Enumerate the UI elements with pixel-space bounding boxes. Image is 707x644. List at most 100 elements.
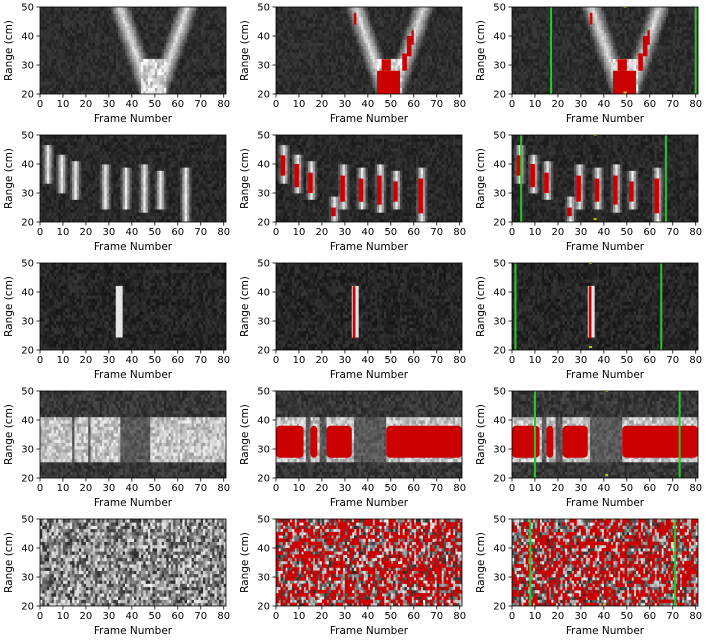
detection-mask [589,286,592,338]
y-tick-label: 20 [21,346,34,357]
x-tick-label: 50 [620,227,633,238]
detection-region [418,179,423,214]
x-tick-label: 30 [339,227,352,238]
x-tick-label: 0 [509,99,515,110]
x-tick-label: 30 [339,483,352,494]
detection-region [576,176,581,202]
x-tick-label: 50 [148,611,161,622]
y-tick-label: 50 [21,3,34,14]
y-tick-label: 20 [257,90,270,101]
x-tick-label: 30 [575,355,588,366]
x-tick-label: 40 [597,99,610,110]
x-tick-label: 70 [194,355,207,366]
x-tick-label: 10 [293,611,306,622]
x-tick-label: 40 [597,611,610,622]
y-axis-label: Range (cm) [239,148,251,209]
x-tick-label: 70 [430,483,443,494]
detection-region [308,173,313,193]
y-axis-label: Range (cm) [239,532,251,593]
x-tick-label: 80 [689,355,702,366]
x-tick-label: 0 [509,355,515,366]
x-tick-label: 20 [80,355,93,366]
x-tick-label: 20 [80,227,93,238]
y-tick-label: 30 [493,445,506,456]
x-tick-label: 50 [384,227,397,238]
x-axis-label: Frame Number [330,625,409,637]
x-tick-label: 10 [529,227,542,238]
x-tick-label: 10 [529,355,542,366]
y-axis-label: Range (cm) [239,404,251,465]
y-tick-label: 30 [493,61,506,72]
x-tick-label: 20 [80,99,93,110]
x-axis-label: Frame Number [566,369,645,381]
x-tick-label: 0 [37,483,43,494]
y-tick-label: 30 [257,189,270,200]
y-tick-label: 40 [493,544,506,555]
x-tick-label: 0 [37,227,43,238]
y-tick-label: 40 [257,160,270,171]
detection-region [384,74,395,83]
x-axis-label: Frame Number [566,241,645,253]
x-tick-label: 60 [643,355,656,366]
x-tick-label: 50 [620,99,633,110]
y-axis-label: Range (cm) [475,532,487,593]
y-tick-label: 50 [493,259,506,270]
x-tick-label: 60 [171,227,184,238]
detection-region [654,179,659,214]
x-tick-label: 0 [509,611,515,622]
y-tick-label: 20 [493,602,506,613]
x-tick-label: 40 [361,99,374,110]
y-tick-label: 20 [257,218,270,229]
y-tick-label: 50 [493,515,506,526]
y-tick-label: 20 [493,474,506,485]
y-axis-label: Range (cm) [475,20,487,81]
x-tick-label: 80 [217,99,230,110]
y-tick-label: 30 [493,317,506,328]
x-tick-label: 30 [103,483,116,494]
marker-point [594,218,597,220]
detection-region [643,36,648,56]
y-tick-label: 30 [21,445,34,456]
x-tick-label: 0 [509,483,515,494]
detection-region [620,74,631,83]
y-tick-label: 50 [493,3,506,14]
y-axis-label: Range (cm) [3,404,15,465]
detection-region [327,426,352,458]
detection-region [359,179,364,202]
x-tick-label: 50 [384,355,397,366]
y-tick-label: 30 [257,317,270,328]
y-axis-label: Range (cm) [239,276,251,337]
x-axis-label: Frame Number [330,497,409,509]
y-tick-label: 30 [21,61,34,72]
x-tick-label: 10 [293,483,306,494]
x-tick-label: 30 [339,99,352,110]
detection-region [613,176,618,205]
y-tick-label: 40 [257,544,270,555]
x-tick-label: 20 [552,483,565,494]
x-tick-label: 80 [453,483,466,494]
x-tick-label: 10 [293,227,306,238]
x-tick-label: 10 [57,611,70,622]
x-tick-label: 30 [103,227,116,238]
detection-region [310,426,317,458]
y-tick-label: 20 [257,346,270,357]
y-tick-label: 50 [257,515,270,526]
x-tick-label: 80 [217,355,230,366]
y-tick-label: 40 [21,32,34,43]
detection-region [382,59,391,71]
x-tick-label: 0 [273,227,279,238]
detection-region [353,286,356,338]
y-tick-label: 20 [21,90,34,101]
y-axis-label: Range (cm) [475,276,487,337]
detection-region [530,164,535,187]
x-tick-label: 50 [148,99,161,110]
x-tick-label: 40 [125,227,138,238]
x-tick-label: 30 [103,355,116,366]
x-tick-label: 20 [80,611,93,622]
